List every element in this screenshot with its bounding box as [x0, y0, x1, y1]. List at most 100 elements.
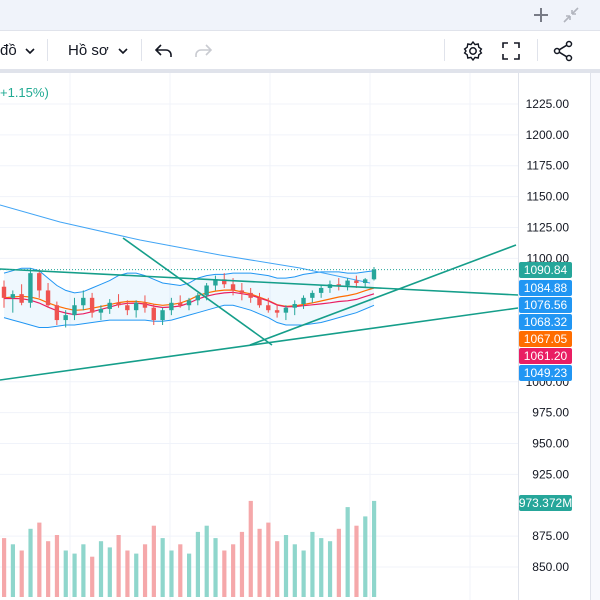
candle-body — [19, 294, 24, 303]
volume-bar — [319, 538, 324, 597]
candle-body — [142, 302, 148, 308]
chevron-down-icon — [25, 42, 35, 59]
price-tick-label: 1100.00 — [527, 251, 570, 265]
candle-body — [133, 302, 139, 311]
trend-line — [0, 268, 519, 296]
price-label-badge — [519, 348, 572, 364]
volume-bar — [10, 544, 16, 597]
candle-body — [371, 269, 377, 280]
volume-bar — [98, 541, 104, 597]
volume-bar — [19, 550, 24, 597]
legend-change-percent: +1.15%) — [0, 85, 49, 100]
top-bar — [0, 0, 600, 31]
candle-body — [54, 305, 60, 321]
candle-body — [318, 287, 324, 293]
candle-body — [186, 300, 192, 306]
price-chart[interactable]: 1225.00 1200.00 1175.00 1150.00 1125.00 1100.… — [0, 73, 600, 600]
long-moving-average-line — [0, 204, 371, 284]
price-scale-border — [518, 73, 519, 600]
volume-bar — [354, 525, 359, 597]
volume-bar — [222, 550, 227, 597]
trend-line — [122, 237, 273, 346]
candle-body — [195, 295, 201, 301]
volume-bar — [2, 538, 7, 597]
candle-body — [257, 297, 262, 306]
chart-toolbar: đồ Hồ sơ — [0, 31, 600, 73]
price-tick-label: 975.00 — [532, 406, 569, 420]
volume-bar — [169, 550, 174, 597]
candle-body — [116, 302, 121, 306]
redo-icon[interactable] — [191, 39, 215, 63]
volume-bar — [134, 553, 139, 597]
chevron-down-icon — [118, 42, 128, 59]
price-label-text: 973.372M — [519, 496, 572, 510]
volume-bar — [231, 544, 236, 597]
volume-bar — [345, 507, 350, 597]
volume-bar — [81, 544, 86, 597]
candle-body — [72, 305, 77, 316]
candle-body — [239, 290, 245, 293]
candle-body — [169, 302, 174, 311]
volume-bar — [187, 553, 192, 597]
volume-bar — [142, 544, 148, 597]
fullscreen-icon[interactable] — [499, 39, 523, 63]
volume-bar — [292, 544, 297, 597]
volume-bar — [266, 522, 271, 597]
candle-body — [292, 304, 297, 308]
volume-bar — [301, 550, 306, 597]
candle-body — [345, 280, 350, 286]
price-label-badge — [519, 365, 572, 381]
candle-body — [283, 307, 289, 313]
candle-body — [98, 308, 104, 313]
price-tick-label: 850.00 — [532, 560, 569, 574]
right-scale-edge — [590, 73, 600, 600]
candle-body — [213, 279, 218, 286]
candle-body — [160, 310, 165, 321]
candle-body — [89, 297, 95, 313]
undo-icon[interactable] — [152, 39, 176, 63]
volume-bar — [107, 547, 112, 597]
toolbar-divider — [47, 39, 48, 61]
volume-bar — [283, 535, 289, 597]
candle-body — [274, 310, 280, 313]
chart-pane[interactable]: 1225.00 1200.00 1175.00 1150.00 1125.00 1100.… — [0, 73, 600, 600]
price-label-text: 1076.56 — [524, 298, 568, 312]
volume-bar — [239, 531, 245, 597]
template-menu[interactable]: Hồ sơ — [68, 31, 128, 69]
price-label-badge — [519, 331, 572, 347]
chart-type-menu[interactable]: đồ — [0, 31, 35, 69]
candle-body — [222, 279, 227, 285]
toolbar-divider — [141, 39, 142, 61]
volume-bar — [28, 528, 33, 597]
bollinger-upper-line — [3, 267, 375, 294]
price-tick-label: 1125.00 — [527, 220, 570, 234]
price-label-text: 1090.84 — [524, 263, 568, 277]
chart-type-label: đồ — [0, 41, 17, 59]
price-tick-label: 1150.00 — [527, 190, 570, 204]
candle-body — [301, 297, 306, 305]
price-label-badge — [519, 280, 572, 296]
plus-icon[interactable] — [530, 4, 552, 26]
volume-bar — [195, 531, 201, 597]
price-tick-label: 1200.00 — [526, 128, 570, 142]
gear-icon[interactable] — [461, 39, 485, 63]
candle-body — [151, 307, 156, 321]
trend-line — [0, 307, 519, 381]
share-icon[interactable] — [551, 39, 575, 63]
candle-body — [63, 315, 68, 321]
candle-body — [310, 292, 315, 298]
candle-body — [125, 305, 130, 311]
price-label-badge — [519, 495, 572, 511]
volume-bar — [151, 525, 156, 597]
price-tick-label: 875.00 — [532, 529, 569, 543]
toolbar-divider — [444, 39, 445, 61]
collapse-arrows-icon[interactable] — [560, 4, 582, 26]
toolbar-divider — [537, 39, 538, 61]
price-label-badge — [519, 297, 572, 313]
volume-bar — [63, 550, 68, 597]
price-label-text: 1061.20 — [524, 349, 568, 363]
volume-bar — [125, 550, 130, 597]
candle-body — [37, 273, 42, 291]
candle-body — [204, 285, 209, 296]
volume-bar — [372, 500, 377, 597]
